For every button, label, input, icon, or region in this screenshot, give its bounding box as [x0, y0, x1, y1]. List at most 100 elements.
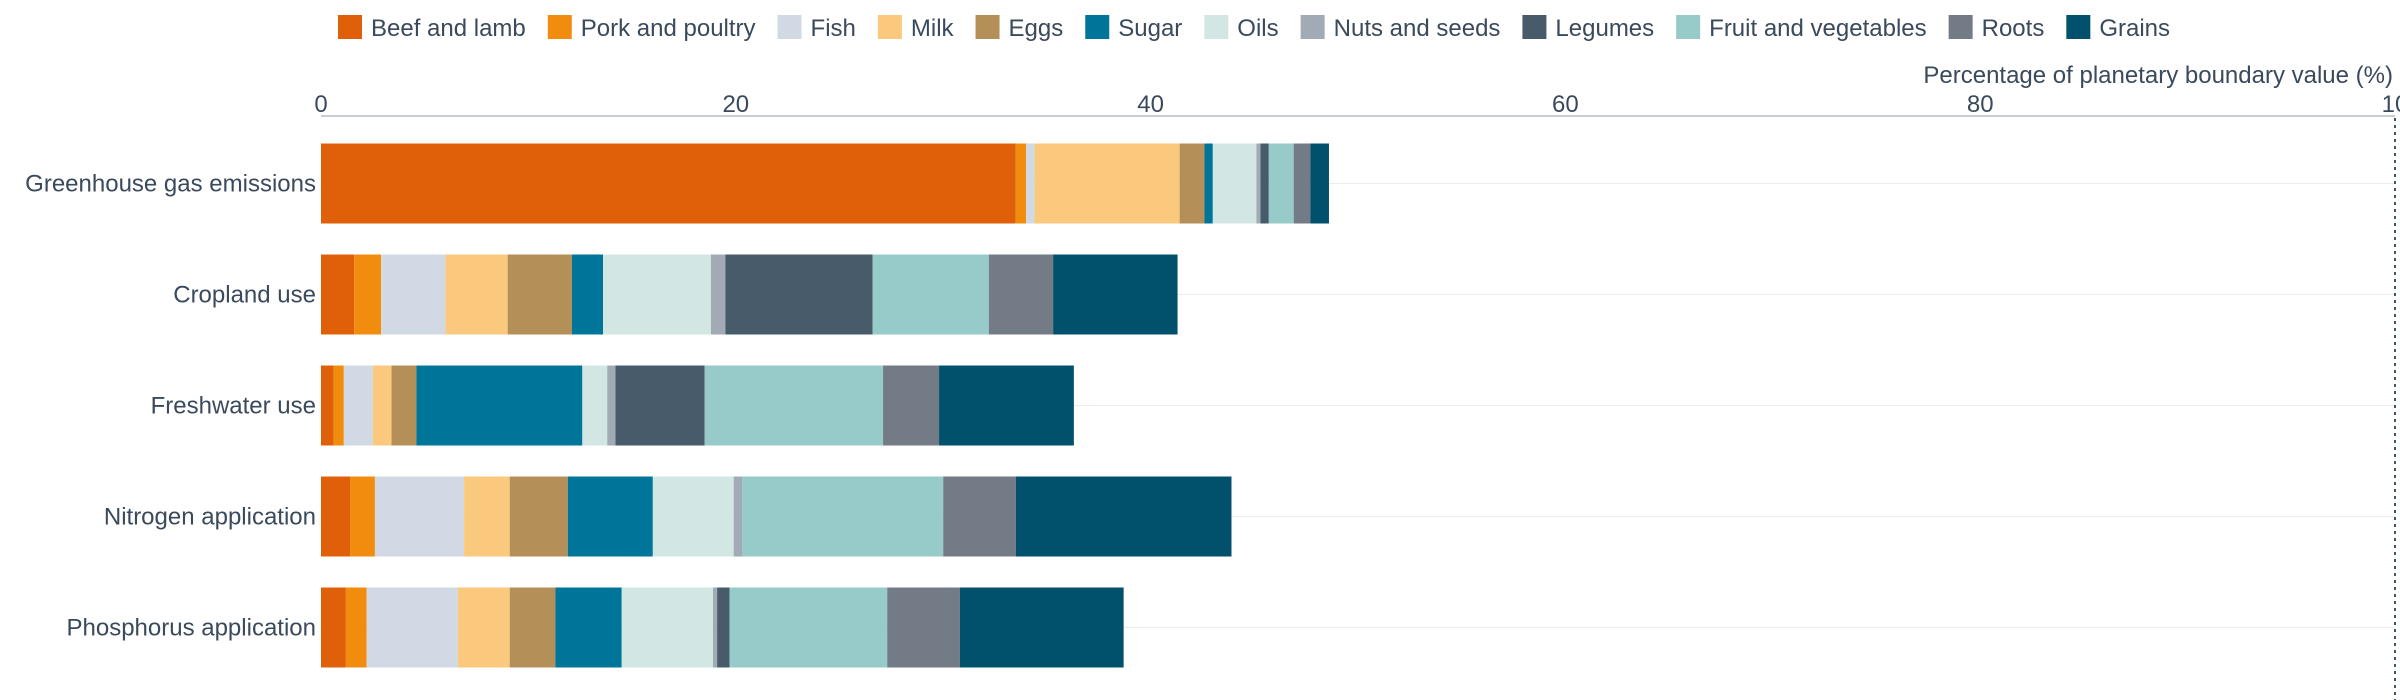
- legend-label: Milk: [911, 15, 955, 42]
- bar-segment[interactable]: [321, 476, 351, 557]
- bar-segment[interactable]: [445, 254, 508, 335]
- legend-item[interactable]: Sugar: [1085, 15, 1182, 42]
- legend-item[interactable]: Oils: [1204, 15, 1279, 42]
- category-label: Cropland use: [173, 282, 316, 309]
- legend-item[interactable]: Fish: [777, 15, 856, 42]
- bar-segment[interactable]: [555, 587, 622, 668]
- bar-segment[interactable]: [943, 476, 1016, 557]
- bar-segment[interactable]: [321, 143, 1016, 224]
- category-labels: Greenhouse gas emissions Cropland use Fres…: [25, 171, 316, 642]
- legend-label: Fish: [811, 15, 856, 42]
- bar-segment[interactable]: [366, 587, 458, 668]
- bar-segment[interactable]: [343, 365, 373, 446]
- legend-item[interactable]: Nuts and seeds: [1300, 15, 1501, 42]
- bar-segment[interactable]: [1034, 143, 1180, 224]
- legend-swatch: [975, 15, 1000, 39]
- bar-segment[interactable]: [959, 587, 1124, 668]
- bar-segment[interactable]: [582, 365, 608, 446]
- bar-segment[interactable]: [321, 587, 346, 668]
- legend-item[interactable]: Pork and poultry: [547, 15, 756, 42]
- bar-row: [321, 365, 1074, 446]
- bar-segment[interactable]: [464, 476, 510, 557]
- bar-segment[interactable]: [333, 365, 344, 446]
- bar-segment[interactable]: [391, 365, 417, 446]
- bar-segment[interactable]: [883, 365, 940, 446]
- bar-segment[interactable]: [887, 587, 960, 668]
- bar-segment[interactable]: [567, 476, 653, 557]
- x-tick-label: 40: [1137, 91, 1164, 118]
- bar-segment[interactable]: [615, 365, 705, 446]
- bar-segment[interactable]: [1179, 143, 1205, 224]
- bar-segment[interactable]: [381, 254, 446, 335]
- bar-segment[interactable]: [509, 587, 556, 668]
- legend-swatch: [1085, 15, 1110, 39]
- legend-item[interactable]: Beef and lamb: [338, 15, 526, 42]
- bar-segment[interactable]: [509, 476, 568, 557]
- bar-segment[interactable]: [712, 587, 718, 668]
- legend-item[interactable]: Eggs: [975, 15, 1064, 42]
- bar-segment[interactable]: [988, 254, 1054, 335]
- bar-row: [321, 143, 1329, 224]
- x-axis-title: Percentage of planetary boundary value (…: [1923, 62, 2393, 89]
- bar-segment[interactable]: [1015, 476, 1232, 557]
- bar-segment[interactable]: [704, 365, 884, 446]
- bar-segment[interactable]: [507, 254, 572, 335]
- legend-label: Pork and poultry: [581, 15, 756, 42]
- legend-label: Roots: [1982, 15, 2045, 42]
- bar-row: [321, 254, 1178, 335]
- bar-segment[interactable]: [1026, 143, 1035, 224]
- bar-segment[interactable]: [603, 254, 711, 335]
- bar-segment[interactable]: [354, 254, 382, 335]
- bar-segment[interactable]: [607, 365, 616, 446]
- category-label: Phosphorus application: [66, 615, 316, 642]
- bar-segment[interactable]: [1310, 143, 1329, 224]
- bar-segment[interactable]: [372, 365, 392, 446]
- bar-segment[interactable]: [729, 587, 888, 668]
- bar-segment[interactable]: [1053, 254, 1178, 335]
- legend-item[interactable]: Roots: [1948, 15, 2045, 42]
- bar-segment[interactable]: [1268, 143, 1294, 224]
- bar-segment[interactable]: [742, 476, 944, 557]
- legend-item[interactable]: Grains: [2066, 15, 2170, 42]
- bar-segment[interactable]: [717, 587, 730, 668]
- legend-label: Nuts and seeds: [1334, 15, 1501, 42]
- legend-item[interactable]: Fruit and vegetables: [1676, 15, 1927, 42]
- bar-segment[interactable]: [621, 587, 713, 668]
- bar-segment[interactable]: [321, 365, 334, 446]
- bar-segment[interactable]: [374, 476, 465, 557]
- bar-segment[interactable]: [1260, 143, 1269, 224]
- legend-item[interactable]: Milk: [877, 15, 955, 42]
- bar-segment[interactable]: [571, 254, 604, 335]
- legend-swatch: [1522, 15, 1547, 39]
- bar-segment[interactable]: [1204, 143, 1213, 224]
- legend-label: Grains: [2099, 15, 2170, 42]
- legend: Beef and lamb Pork and poultry Fish Milk Egg…: [338, 15, 2170, 42]
- bar-segment[interactable]: [872, 254, 989, 335]
- bar-segment[interactable]: [321, 254, 355, 335]
- bar-segment[interactable]: [1015, 143, 1027, 224]
- bar-segment[interactable]: [1256, 143, 1261, 224]
- bar-segment[interactable]: [725, 254, 873, 335]
- bar-segment[interactable]: [1293, 143, 1311, 224]
- x-tick-label: 60: [1552, 91, 1579, 118]
- legend-swatch: [1676, 15, 1701, 39]
- bar-segment[interactable]: [710, 254, 726, 335]
- bar-segment[interactable]: [457, 587, 510, 668]
- legend-swatch: [1204, 15, 1229, 39]
- category-label: Greenhouse gas emissions: [25, 171, 316, 198]
- bar-segment[interactable]: [652, 476, 734, 557]
- legend-swatch: [1300, 15, 1325, 39]
- legend-label: Oils: [1237, 15, 1278, 42]
- legend-label: Eggs: [1009, 15, 1064, 42]
- bar-segment[interactable]: [1212, 143, 1257, 224]
- bar-segment[interactable]: [416, 365, 583, 446]
- bar-segment[interactable]: [939, 365, 1074, 446]
- legend-item[interactable]: Legumes: [1522, 15, 1654, 42]
- bar-segment[interactable]: [345, 587, 367, 668]
- x-tick-label: 80: [1967, 91, 1994, 118]
- legend-label: Sugar: [1118, 15, 1182, 42]
- bar-segment[interactable]: [733, 476, 743, 557]
- bar-segment[interactable]: [350, 476, 375, 557]
- legend-swatch: [777, 15, 802, 39]
